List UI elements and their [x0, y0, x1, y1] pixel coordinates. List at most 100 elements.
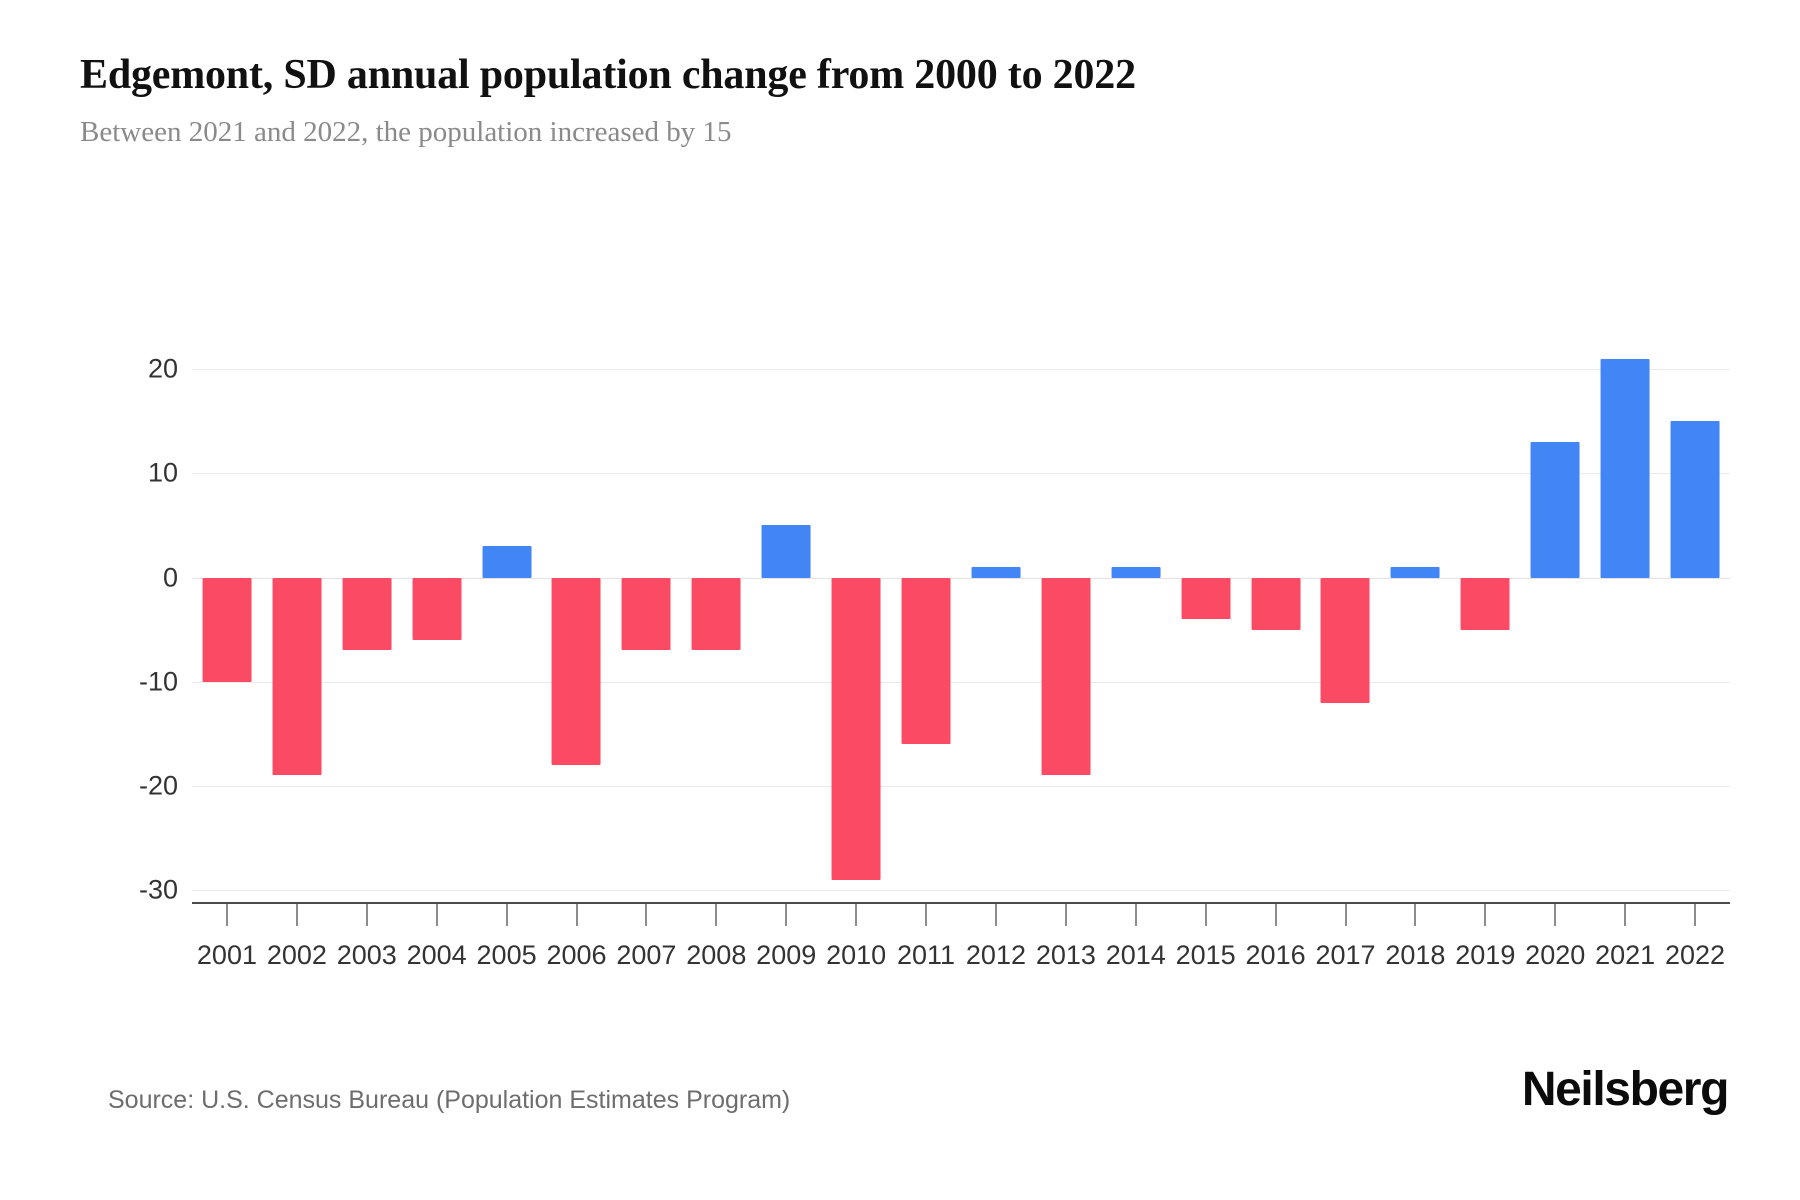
- gridline--30: [192, 890, 1730, 891]
- x-tick-label: 2005: [476, 940, 537, 970]
- bar-slot: [472, 312, 542, 890]
- x-tick-label: 2006: [546, 940, 607, 970]
- bar-slot: [1380, 312, 1450, 890]
- x-tick: [1064, 904, 1067, 926]
- bar-2004[interactable]: [412, 577, 462, 641]
- bar-2008[interactable]: [691, 577, 741, 651]
- bar-slot: [681, 312, 751, 890]
- gridline-10: [192, 473, 1730, 475]
- bar-2018[interactable]: [1390, 567, 1440, 578]
- bar-slot: [402, 312, 472, 890]
- bar-2009[interactable]: [761, 525, 811, 578]
- x-tick: [1694, 904, 1697, 926]
- bar-slot: [611, 312, 681, 890]
- x-tick: [994, 904, 997, 926]
- x-tick: [1484, 904, 1487, 926]
- gridline-20: [192, 369, 1730, 371]
- bar-2003[interactable]: [342, 577, 392, 651]
- bar-2014[interactable]: [1111, 567, 1161, 578]
- bar-2012[interactable]: [971, 567, 1021, 578]
- x-tick: [785, 904, 788, 926]
- bar-2011[interactable]: [901, 577, 951, 745]
- page-title: Edgemont, SD annual population change fr…: [80, 52, 1136, 98]
- x-tick: [365, 904, 368, 926]
- bar-2005[interactable]: [482, 546, 532, 578]
- x-tick: [505, 904, 508, 926]
- chart-header: Edgemont, SD annual population change fr…: [80, 52, 1720, 150]
- y-tick-label: -30: [138, 874, 178, 905]
- bar-2007[interactable]: [621, 577, 671, 651]
- bar-2006[interactable]: [552, 577, 601, 766]
- y-tick-label: 20: [147, 353, 178, 384]
- bar-slot: [1450, 312, 1520, 890]
- brand-logo: Neilsberg: [1521, 1063, 1730, 1116]
- bar-2001[interactable]: [202, 577, 252, 682]
- bar-slot: [1590, 312, 1660, 890]
- x-axis-line: [192, 902, 1730, 904]
- bar-2013[interactable]: [1041, 577, 1091, 776]
- bar-2015[interactable]: [1181, 577, 1231, 620]
- y-tick-label: 10: [147, 457, 178, 488]
- bar-2022[interactable]: [1670, 421, 1720, 578]
- y-tick-label: 0: [162, 562, 178, 593]
- bar-slot: [192, 312, 262, 890]
- bar-slot: [1101, 312, 1171, 890]
- x-tick: [435, 904, 438, 926]
- x-tick-label: 2017: [1315, 940, 1376, 970]
- bar-series: [192, 312, 1730, 890]
- x-tick: [925, 904, 928, 926]
- bar-2010[interactable]: [831, 577, 881, 880]
- x-tick-label: 2009: [756, 940, 817, 970]
- x-tick: [1554, 904, 1557, 926]
- bar-2019[interactable]: [1460, 577, 1510, 630]
- bar-2002[interactable]: [272, 577, 322, 776]
- x-axis-labels: 2001 2002 2003 2004 2005 2006 2007 2008 2009 2010…: [192, 940, 1730, 980]
- x-tick: [1134, 904, 1137, 926]
- bar-slot: [1031, 312, 1101, 890]
- x-tick: [575, 904, 578, 926]
- bar-2020[interactable]: [1530, 442, 1580, 578]
- bar-slot: [1241, 312, 1311, 890]
- x-tick-label: 2003: [336, 940, 397, 970]
- x-tick-label: 2001: [196, 940, 257, 970]
- bar-slot: [1660, 312, 1730, 890]
- x-tick-label: 2008: [686, 940, 747, 970]
- x-tick-label: 2016: [1245, 940, 1306, 970]
- x-tick-label: 2012: [965, 940, 1026, 970]
- x-tick: [645, 904, 648, 926]
- bar-slot: [1311, 312, 1381, 890]
- bar-2016[interactable]: [1251, 577, 1301, 630]
- gridline--10: [192, 681, 1730, 683]
- bar-slot: [332, 312, 402, 890]
- x-tick-label: 2015: [1175, 940, 1236, 970]
- bar-slot: [542, 312, 612, 890]
- bar-slot: [891, 312, 961, 890]
- bar-2021[interactable]: [1600, 358, 1650, 578]
- x-tick: [1624, 904, 1627, 926]
- gridline--20: [192, 785, 1730, 787]
- x-tick: [1204, 904, 1207, 926]
- plot-area: 20 10 0 -10 -20 -30: [0, 250, 1800, 950]
- y-tick-label: -10: [138, 666, 178, 697]
- plot-canvas: [192, 312, 1730, 891]
- bar-slot: [961, 312, 1031, 890]
- chart-subtitle: Between 2021 and 2022, the population in…: [80, 116, 732, 149]
- y-tick-label: -20: [138, 770, 178, 801]
- x-tick-label: 2002: [266, 940, 327, 970]
- x-tick: [715, 904, 718, 926]
- bar-2017[interactable]: [1321, 577, 1370, 703]
- x-tick: [855, 904, 858, 926]
- x-tick-label: 2007: [616, 940, 677, 970]
- x-axis-ticks: [192, 904, 1730, 926]
- x-tick-label: 2010: [826, 940, 887, 970]
- bar-slot: [1520, 312, 1590, 890]
- x-tick-label: 2013: [1035, 940, 1096, 970]
- x-tick: [1344, 904, 1347, 926]
- x-tick-label: 2022: [1664, 940, 1726, 970]
- x-tick-label: 2018: [1385, 940, 1446, 970]
- x-tick-label: 2011: [897, 940, 956, 970]
- x-tick-label: 2014: [1105, 940, 1166, 970]
- x-tick-label: 2020: [1525, 940, 1586, 970]
- x-tick: [295, 904, 298, 926]
